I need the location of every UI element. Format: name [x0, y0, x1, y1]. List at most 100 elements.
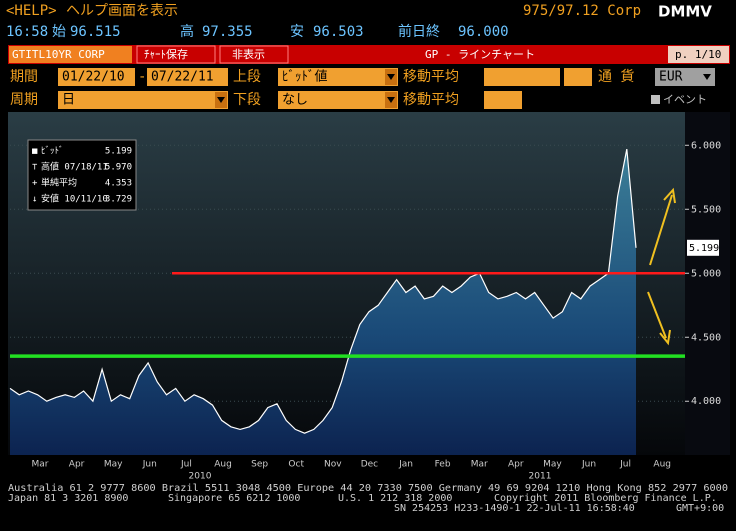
x-tick-label: Nov — [324, 460, 342, 470]
cycle-label: 周期 — [10, 92, 38, 108]
upper-select[interactable] — [278, 68, 398, 86]
hide-button[interactable] — [219, 45, 289, 64]
year-label: 2010 — [189, 472, 212, 482]
page: p. 1/10 — [675, 48, 721, 61]
legend-value: 5.970 — [105, 163, 132, 173]
dropdown-arrow — [703, 74, 711, 80]
x-tick-label: Jun — [142, 460, 157, 470]
x-tick-label: May — [104, 460, 123, 470]
hide-label: 非表示 — [232, 47, 265, 61]
dropdown-arrow — [217, 97, 225, 103]
line — [9, 148, 637, 434]
events-checkbox[interactable] — [651, 95, 660, 104]
x-tick-label: Apr — [69, 460, 85, 470]
quote-value: 97.355 — [202, 24, 253, 40]
x-tick-label: Jun — [581, 460, 596, 470]
start-input[interactable] — [58, 68, 135, 86]
legend-icon: ⊤ — [32, 163, 38, 173]
ma-input[interactable] — [564, 68, 592, 86]
y-tick-label: 5.000 — [691, 268, 721, 279]
ma-label: 移動平均 — [403, 69, 459, 85]
quote-label: 始 — [52, 24, 66, 40]
ma-input[interactable] — [484, 68, 560, 86]
last-value: 5.199 — [689, 243, 719, 254]
quote-label: 高 — [180, 23, 194, 40]
x-tick-label: Oct — [288, 460, 304, 470]
end-input[interactable] — [147, 68, 228, 86]
cycle: 日 — [62, 93, 75, 108]
x-tick-label: Feb — [435, 460, 451, 470]
quote-value: 96.515 — [70, 24, 121, 40]
page-box[interactable] — [668, 46, 729, 63]
year-label: 2011 — [529, 472, 552, 482]
x-tick-label: Mar — [32, 460, 49, 470]
ma-label: 移動平均 — [403, 92, 459, 108]
legend-name: 高値 07/18/11 — [41, 161, 108, 173]
y-tick-label: 5.500 — [691, 204, 721, 215]
axis-panel — [685, 112, 730, 455]
x-tick-label: Aug — [653, 460, 671, 470]
quote-value: 96.000 — [458, 24, 509, 40]
quote-value: 96.503 — [313, 24, 364, 40]
y-tick-label: 6.000 — [691, 140, 721, 151]
y-tick-label: 4.500 — [691, 332, 721, 343]
y-tick-label: 4.000 — [691, 396, 721, 407]
x-tick-label: Sep — [251, 460, 268, 470]
footer-text: Singapore 65 6212 1000 — [168, 493, 300, 504]
legend-icon: ↓ — [32, 195, 37, 205]
x-tick-label: Jul — [180, 460, 192, 470]
ticker-box[interactable] — [9, 46, 132, 63]
security: 975/97.12 Corp — [523, 3, 641, 19]
currency-label: 通 貨 — [598, 68, 634, 85]
x-tick-label: Apr — [508, 460, 524, 470]
events-label: イベント — [663, 93, 707, 106]
dash: - — [138, 69, 146, 85]
x-tick-label: Mar — [471, 460, 488, 470]
legend-name: 単純平均 — [41, 177, 77, 189]
footer-line: Australia 61 2 9777 8600 Brazil 5511 304… — [8, 483, 728, 494]
legend-name: 安値 10/11/10 — [41, 193, 108, 205]
toolbar-title: GP - ラインチャート — [425, 48, 535, 61]
save-label: ﾁｬｰﾄ保存 — [144, 47, 188, 61]
legend-value: 5.199 — [105, 147, 132, 157]
ma-input[interactable] — [484, 91, 522, 109]
footer-text: GMT+9:00 — [676, 503, 724, 514]
x-tick-label: Aug — [214, 460, 232, 470]
legend-value: 3.729 — [105, 195, 132, 205]
x-tick-label: May — [543, 460, 562, 470]
quote-time: 16:58 — [6, 24, 48, 40]
save-button[interactable] — [136, 45, 216, 64]
ticker: GTITL10YR CORP — [12, 48, 105, 61]
cycle-select[interactable] — [58, 91, 228, 109]
footer-text: Japan 81 3 3201 8900 — [8, 493, 128, 504]
footer-text: Copyright 2011 Bloomberg Finance L.P. — [494, 493, 717, 504]
legend-icon: ■ — [32, 147, 38, 157]
dropdown-arrow — [387, 97, 395, 103]
quote-label: 前日終 — [398, 23, 440, 40]
area — [10, 149, 636, 455]
legend-value: 4.353 — [105, 179, 132, 189]
legend — [27, 139, 137, 211]
last-value-box — [687, 239, 719, 256]
upper: ﾋﾞｯﾄﾞ値 — [282, 69, 328, 85]
x-tick-label: Dec — [361, 460, 378, 470]
dropdown-arrow — [387, 74, 395, 80]
upper-label: 上段 — [233, 69, 261, 85]
footer-text: U.S. 1 212 318 2000 — [338, 493, 452, 504]
lower-select[interactable] — [278, 91, 398, 109]
legend-name: ﾋﾞｯﾄﾞ — [41, 146, 64, 157]
x-tick-label: Jan — [398, 460, 413, 470]
currency-select[interactable] — [655, 68, 715, 86]
legend-icon: + — [32, 179, 38, 189]
period-label: 期間 — [10, 69, 38, 85]
lower: なし — [282, 93, 308, 108]
end: 07/22/11 — [151, 70, 214, 85]
start: 01/22/10 — [62, 70, 125, 85]
quote-label: 安 — [290, 24, 304, 40]
annotation-arrows — [647, 187, 676, 346]
footer-text: SN 254253 H233-1490-1 22-Jul-11 16:58:40 — [394, 503, 635, 514]
lower-label: 下段 — [233, 92, 261, 108]
help-text: ヘルプ画面を表示 — [66, 3, 178, 19]
help-key[interactable]: <HELP> — [6, 3, 57, 19]
